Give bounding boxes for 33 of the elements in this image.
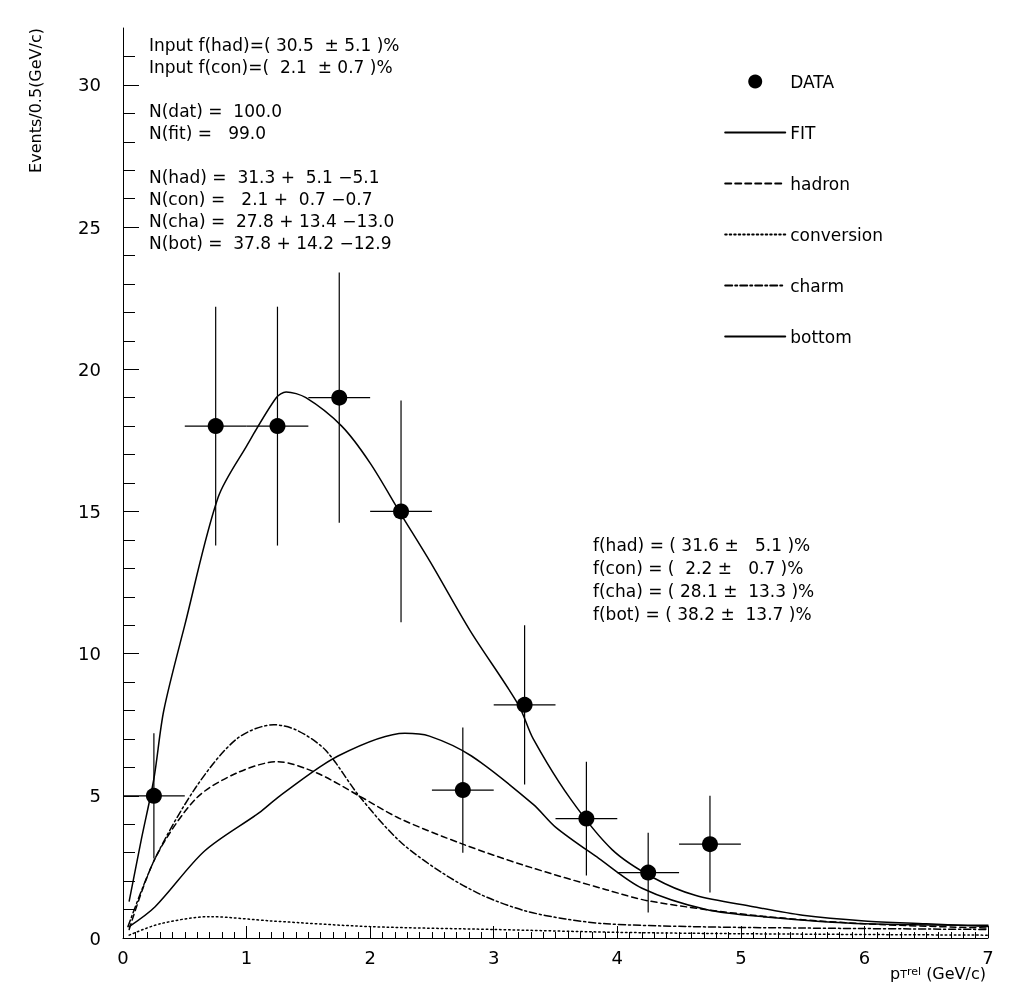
y-axis-title: Events/0.5(GeV/c): [25, 28, 45, 173]
annotation: f(con) = ( 2.2 ± 0.7 )%: [593, 557, 804, 578]
y-tick-label: 25: [78, 216, 101, 238]
annotation: N(cha) = 27.8 + 13.4 −13.0: [149, 210, 395, 231]
x-tick-label: 6: [858, 946, 871, 968]
annotation: Input f(had)=( 30.5 ± 5.1 )%: [149, 34, 400, 55]
y-tick-label: 30: [78, 74, 101, 96]
annotation: Input f(con)=( 2.1 ± 0.7 )%: [149, 56, 393, 77]
annotation: f(cha) = ( 28.1 ± 13.3 )%: [593, 580, 815, 601]
annotation: N(fit) = 99.0: [149, 122, 267, 143]
legend-label: bottom: [790, 326, 852, 347]
y-tick-label: 15: [78, 500, 101, 522]
legend-label: hadron: [790, 173, 850, 194]
y-tick-label: 0: [89, 927, 101, 949]
annotation: N(con) = 2.1 + 0.7 −0.7: [149, 188, 373, 209]
x-tick-label: 4: [611, 946, 624, 968]
annotation: f(had) = ( 31.6 ± 5.1 )%: [593, 534, 811, 555]
y-tick-label: 20: [78, 358, 101, 380]
y-tick-label: 5: [89, 785, 101, 807]
y-tick-label: 10: [78, 643, 101, 665]
x-tick-label: 1: [240, 946, 253, 968]
x-tick-label: 2: [364, 946, 376, 968]
annotation: N(bot) = 37.8 + 14.2 −12.9: [149, 232, 392, 253]
legend-label: FIT: [790, 122, 817, 143]
x-tick-label: 3: [487, 946, 500, 968]
annotation: f(bot) = ( 38.2 ± 13.7 )%: [593, 603, 812, 624]
annotation: N(had) = 31.3 + 5.1 −5.1: [149, 166, 380, 187]
x-tick-label: 5: [735, 946, 747, 968]
legend-label: DATA: [790, 71, 835, 92]
legend-label: conversion: [790, 224, 884, 245]
x-tick-label: 0: [117, 946, 129, 968]
legend-label: charm: [790, 275, 845, 296]
annotation: N(dat) = 100.0: [149, 100, 282, 121]
